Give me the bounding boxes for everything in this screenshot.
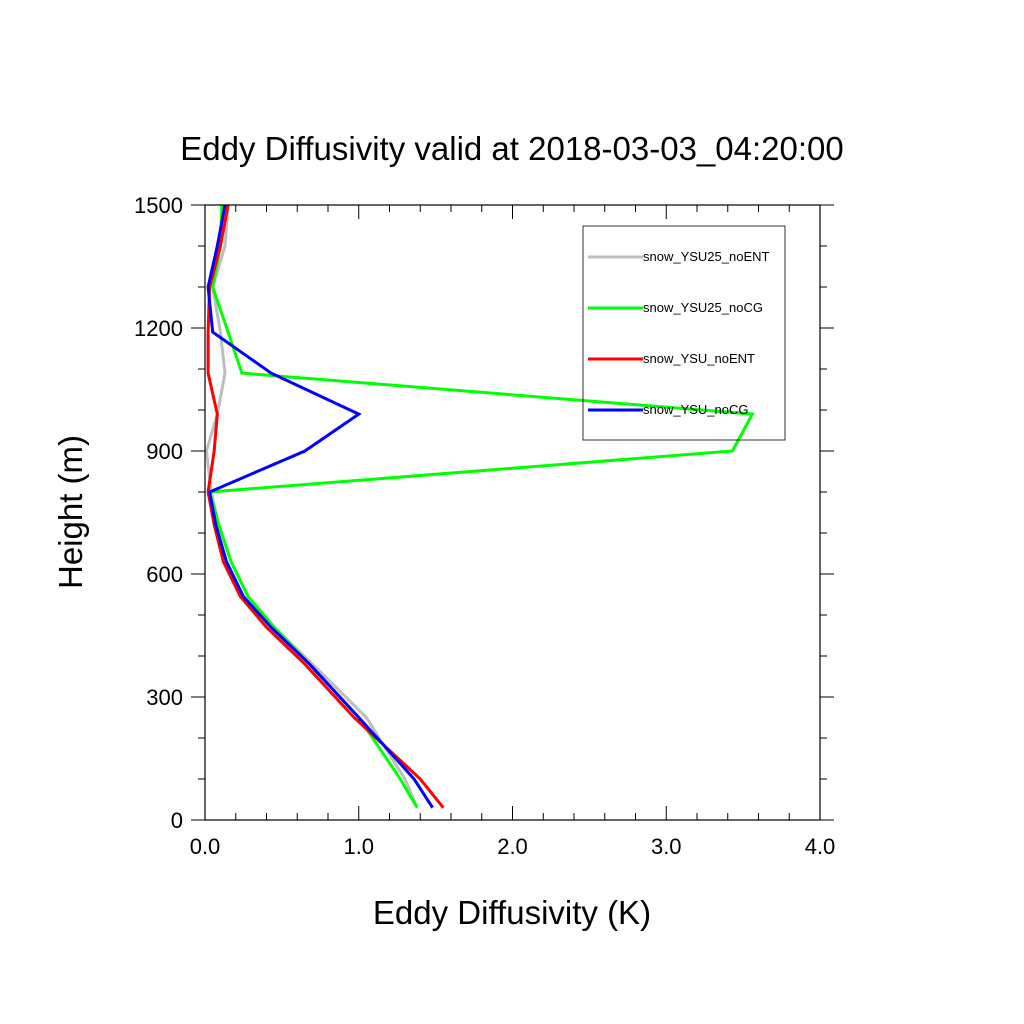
y-tick-label: 300 <box>146 685 183 710</box>
y-axis-label: Height (m) <box>52 435 89 589</box>
legend-label: snow_YSU_noENT <box>643 351 755 366</box>
y-tick-label: 1500 <box>134 193 183 218</box>
series-line-snow_YSU_noENT <box>206 204 445 809</box>
series-layer <box>204 204 755 809</box>
x-tick-label: 2.0 <box>497 834 528 859</box>
x-tick-label: 0.0 <box>190 834 221 859</box>
x-axis-label: Eddy Diffusivity (K) <box>373 894 651 931</box>
x-tick-label: 4.0 <box>805 834 836 859</box>
x-tick-label: 1.0 <box>343 834 374 859</box>
legend-label: snow_YSU_noCG <box>643 402 749 417</box>
legend-label: snow_YSU25_noENT <box>643 249 770 264</box>
y-tick-label: 1200 <box>134 316 183 341</box>
legend-label: snow_YSU25_noCG <box>643 300 763 315</box>
y-tick-label: 900 <box>146 439 183 464</box>
x-tick-label: 3.0 <box>651 834 682 859</box>
y-tick-label: 600 <box>146 562 183 587</box>
legend-box <box>582 225 786 441</box>
chart-title: Eddy Diffusivity valid at 2018-03-03_04:… <box>180 130 843 167</box>
axes-layer: 0.0 1.0 2.0 3.0 4.0 0 300 600 900 1200 1500 <box>134 193 835 859</box>
series-line-snow_YSU_noCG <box>206 204 434 809</box>
y-tick-label: 0 <box>171 808 183 833</box>
legend: snow_YSU25_noENT snow_YSU25_noCG snow_YSU_… <box>582 225 786 441</box>
series-line-snow_YSU25_noENT <box>204 204 419 809</box>
